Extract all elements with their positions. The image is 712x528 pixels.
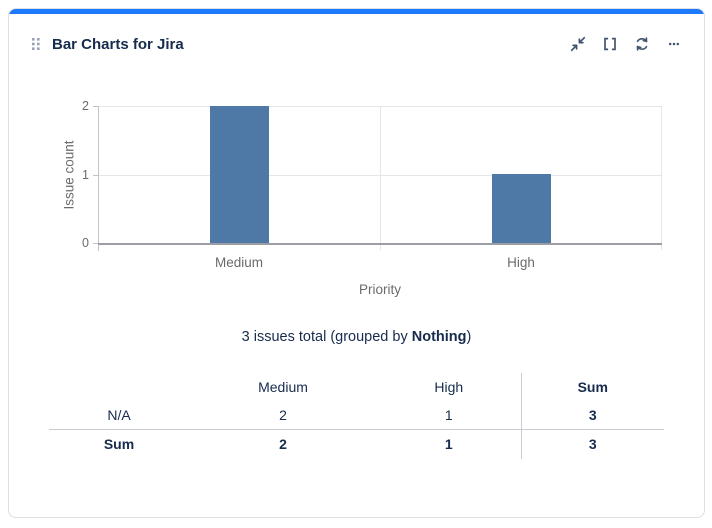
expand-button[interactable] <box>600 34 620 54</box>
summary-text: 3 issues total (grouped by Nothing) <box>9 329 704 345</box>
dashboard-gadget-card: Bar Charts for Jira <box>8 8 705 518</box>
x-axis-title: Priority <box>358 282 402 297</box>
y-axis-tick-label: 1 <box>82 167 89 182</box>
corner-brackets-icon <box>602 36 618 52</box>
chart-bar[interactable] <box>209 106 269 243</box>
gadget-header: Bar Charts for Jira <box>9 14 704 74</box>
table-cell: 1 <box>377 401 521 430</box>
v-gridline <box>380 106 381 250</box>
table-header-cell <box>49 373 189 401</box>
table-row: Sum 2 1 3 <box>49 429 664 459</box>
table-cell: 3 <box>520 401 664 430</box>
ellipsis-icon <box>666 36 682 52</box>
pivot-table: Medium High Sum N/A 2 1 3 Sum 2 1 3 <box>49 373 664 459</box>
summary-prefix: 3 issues total (grouped by <box>241 329 412 345</box>
x-axis-category-label: Medium <box>214 255 264 270</box>
table-row: N/A 2 1 3 <box>49 401 664 430</box>
table-row-label: N/A <box>49 401 189 430</box>
y-axis-tick-label: 0 <box>82 236 89 250</box>
table-header-cell: Sum <box>520 373 664 401</box>
drag-handle-icon[interactable] <box>31 37 41 51</box>
more-button[interactable] <box>664 34 684 54</box>
y-axis-tick-label: 2 <box>82 99 89 113</box>
table-cell: 1 <box>444 436 453 453</box>
v-gridline <box>661 106 662 250</box>
table-cell: 2 <box>189 401 377 430</box>
y-axis-tick <box>93 106 98 107</box>
summary-suffix: ) <box>466 329 472 345</box>
x-axis-category-label: High <box>507 255 535 270</box>
table-cell: 3 <box>520 429 664 459</box>
table-header-cell: Medium <box>258 379 308 395</box>
card-accent-bar <box>9 9 704 14</box>
collapse-arrows-icon <box>570 36 586 52</box>
table-row-label: Sum <box>103 436 135 453</box>
table-header-cell: High <box>434 379 464 395</box>
x-axis-line <box>98 243 662 245</box>
gadget-toolbar <box>568 34 684 54</box>
minimize-button[interactable] <box>568 34 588 54</box>
plot-area <box>93 106 662 251</box>
summary-group-by: Nothing <box>411 329 467 345</box>
gadget-title: Bar Charts for Jira <box>52 35 184 53</box>
refresh-button[interactable] <box>632 34 652 54</box>
y-axis-line <box>98 106 99 251</box>
y-axis-tick <box>93 174 98 176</box>
table-cell: 2 <box>279 436 287 453</box>
chart-bar[interactable] <box>491 174 551 243</box>
y-axis-tick <box>93 243 98 244</box>
circular-arrows-icon <box>634 36 650 52</box>
